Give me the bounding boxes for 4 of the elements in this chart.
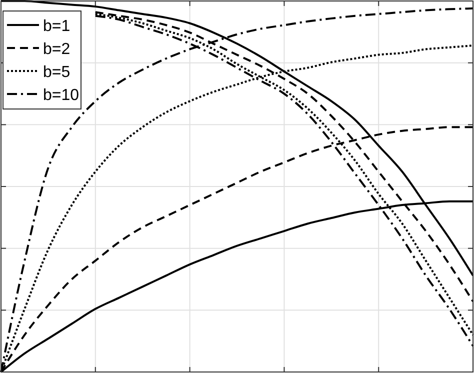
legend-label: b=5: [43, 64, 70, 81]
legend-label: b=1: [43, 18, 70, 35]
legend-label: b=2: [43, 41, 70, 58]
legend-label: b=10: [43, 87, 80, 104]
